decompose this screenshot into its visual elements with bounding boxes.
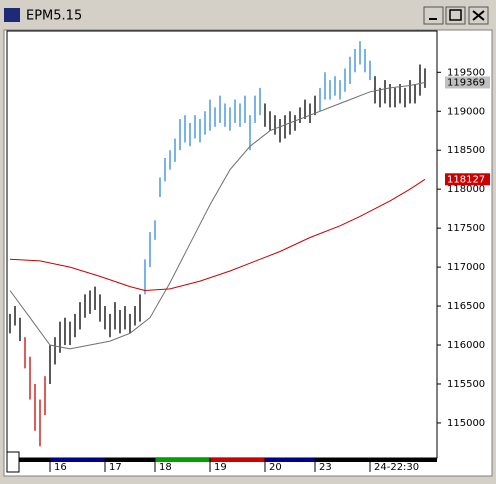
moving-average: [9, 82, 426, 350]
y-tick-label: 119000: [447, 106, 485, 117]
maximize-icon: [449, 9, 462, 21]
y-tick-label: 118500: [447, 145, 485, 156]
y-tick-label: 118000: [447, 184, 485, 195]
moving-average: [9, 178, 426, 292]
session-band: [155, 458, 210, 462]
y-tick-label: 117500: [447, 223, 485, 234]
y-tick-label: 116000: [447, 340, 485, 351]
session-band: [50, 458, 105, 462]
y-tick-label: 117000: [447, 262, 485, 273]
x-tick-label: 24-22:30: [374, 462, 419, 473]
session-band: [105, 458, 155, 462]
y-tick-label: 115500: [447, 379, 485, 390]
price-marker: [445, 173, 490, 186]
close-icon: [472, 10, 485, 21]
y-tick-label: 115000: [447, 418, 485, 429]
x-tick-label: 18: [159, 462, 172, 473]
window-buttons[interactable]: [423, 6, 489, 25]
y-tick-label: 119500: [447, 67, 485, 78]
session-band: [370, 458, 437, 462]
x-tick-label: 23: [319, 462, 332, 473]
y-tick-label: 116500: [447, 301, 485, 312]
app-icon: [4, 8, 20, 22]
x-tick-label: 17: [109, 462, 122, 473]
price-marker: [445, 76, 490, 89]
session-band: [265, 458, 315, 462]
scroll-box[interactable]: [6, 451, 20, 473]
price-marker-label: 118127: [447, 174, 485, 185]
session-band: [315, 458, 370, 462]
plot-area: [6, 30, 438, 459]
x-tick-label: 16: [54, 462, 67, 473]
window-title: EPM5.15: [26, 9, 82, 24]
x-tick-label: 20: [269, 462, 282, 473]
x-tick-label: 19: [214, 462, 227, 473]
minimize-button[interactable]: [423, 6, 444, 25]
price-marker-label: 119369: [447, 78, 485, 89]
session-band: [210, 458, 265, 462]
